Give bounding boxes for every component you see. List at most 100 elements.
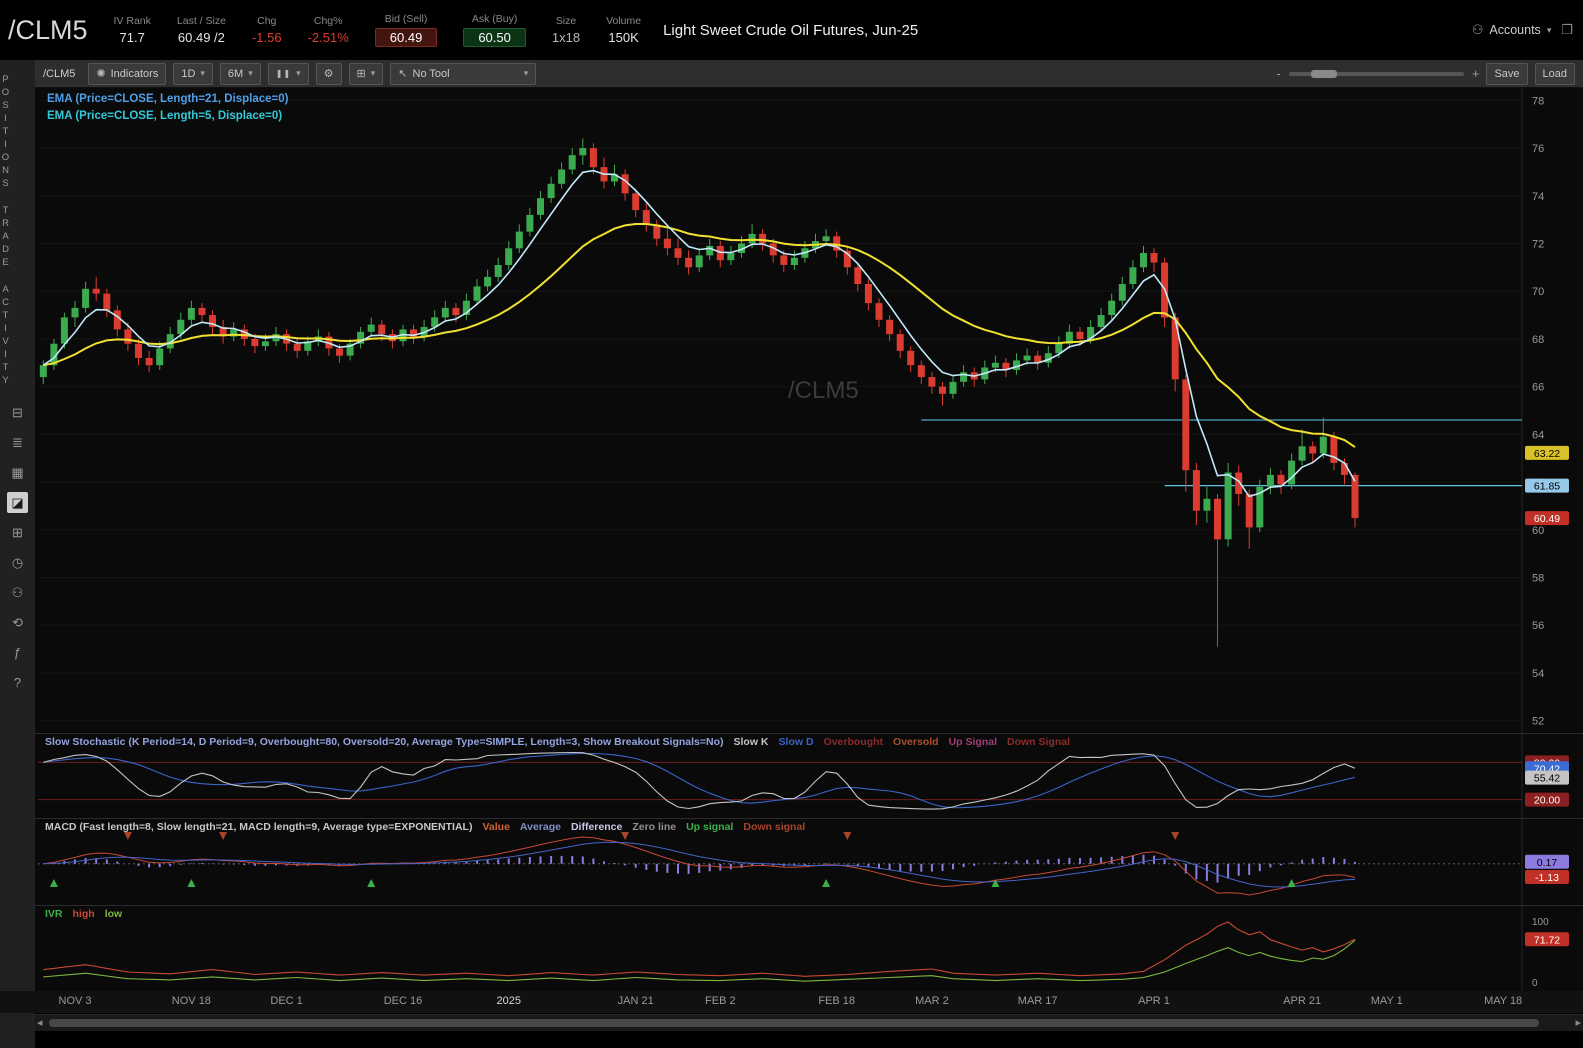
drawing-tool-dropdown[interactable]: ↖ No Tool ▾ <box>390 62 537 85</box>
time-axis[interactable]: NOV 3 NOV 18 DEC 1 DEC 16 2025 JAN 21 FEB 2 FEB… <box>0 991 1583 1013</box>
legend-up-signal: Up signal <box>686 821 734 833</box>
field-value: 60.49 /2 <box>177 30 225 45</box>
ivr-pane[interactable]: 100 0 71.72 IVR high low <box>35 905 1583 991</box>
edge-panel-icon[interactable]: ❒ <box>1561 22 1573 37</box>
field-value: 150K <box>608 30 639 45</box>
legend-average: Average <box>519 821 561 833</box>
monitor-icon[interactable]: ⊟ <box>12 404 23 420</box>
time-label-nov-18: NOV 18 <box>171 995 211 1007</box>
sidebar-tab-trade[interactable]: TRADE <box>0 205 11 270</box>
time-label-feb-2: FEB 2 <box>705 995 736 1007</box>
instrument-title: Light Sweet Crude Oil Futures, Jun-25 <box>663 21 919 39</box>
svg-text:71.72: 71.72 <box>1534 934 1560 946</box>
svg-text:55.42: 55.42 <box>1534 773 1560 785</box>
timeframe-value: 1D <box>181 67 196 80</box>
svg-text:76: 76 <box>1532 143 1544 155</box>
legend-difference: Difference <box>570 821 623 833</box>
stoch-study-label[interactable]: Slow Stochastic (K Period=14, D Period=9… <box>45 736 724 748</box>
chart-settings-button[interactable]: ⚙ <box>315 62 342 85</box>
zoom-out-button[interactable]: - <box>1276 66 1281 81</box>
svg-text:60.49: 60.49 <box>1534 513 1560 525</box>
macd-pane[interactable]: 0.17 -1.13 MACD (Fast length=8, Slow leng… <box>35 818 1583 905</box>
user-icon: ⚇ <box>1471 22 1484 37</box>
svg-text:0.17: 0.17 <box>1537 857 1558 869</box>
load-label: Load <box>1542 67 1567 80</box>
svg-text:61.85: 61.85 <box>1534 481 1560 493</box>
calendar-icon[interactable]: ▦ <box>11 464 24 480</box>
main-chart-svg: 7876747270686664626058565452/CLM563.2261… <box>35 88 1583 733</box>
header-bar: /CLM5 IV Rank 71.7 Last / Size 60.49 /2 Chg -… <box>0 0 1583 60</box>
sidebar-tab-activity[interactable]: ACTIVITY <box>0 284 11 388</box>
chart-layout-dropdown[interactable]: ⊞ ▾ <box>348 62 384 85</box>
header-field-iv-rank: IV Rank 71.7 <box>114 15 151 45</box>
indicators-button[interactable]: ✺ Indicators <box>88 62 167 85</box>
history-icon[interactable]: ⟲ <box>12 614 23 630</box>
zoom-slider[interactable] <box>1288 69 1464 78</box>
legend-slow-d: Slow D <box>778 736 814 748</box>
stoch-label-row: Slow Stochastic (K Period=14, D Period=9… <box>45 736 1080 748</box>
field-value: 60.49 <box>374 28 438 47</box>
legend-value: Value <box>482 821 510 833</box>
chevron-down-icon: ▾ <box>1546 24 1552 35</box>
time-label-may-18: MAY 18 <box>1484 995 1523 1007</box>
time-label-dec-16: DEC 16 <box>383 995 423 1007</box>
scroll-left-icon[interactable]: ◂ <box>37 1017 43 1029</box>
watchlist-icon[interactable]: ≣ <box>12 434 23 450</box>
field-label: Chg <box>257 15 277 27</box>
header-field-chg-: Chg% -2.51% <box>308 15 349 45</box>
stoch-legend: Slow K Slow D Overbought Oversold Up Signal D… <box>734 736 1080 748</box>
legend-up-signal: Up Signal <box>948 736 997 748</box>
chevron-down-icon: ▾ <box>248 68 253 78</box>
svg-text:0: 0 <box>1532 978 1538 989</box>
gear-icon: ⚙ <box>323 68 334 80</box>
field-value: 71.7 <box>119 30 145 45</box>
header-field-chg: Chg -1.56 <box>252 15 282 45</box>
legend-low: low <box>104 908 123 920</box>
field-label: Ask (Buy) <box>471 13 518 25</box>
time-label-nov-3: NOV 3 <box>58 995 92 1007</box>
accounts-menu[interactable]: ⚇ Accounts ▾ <box>1472 22 1552 38</box>
header-fields: IV Rank 71.7 Last / Size 60.49 /2 Chg -1.56 Ch… <box>114 13 641 47</box>
range-dropdown[interactable]: 6M ▾ <box>219 62 261 85</box>
scroll-right-icon[interactable]: ▸ <box>1575 1017 1581 1029</box>
chart-icon[interactable]: ◪ <box>7 492 28 513</box>
field-value: -2.51% <box>307 30 349 45</box>
svg-text:72: 72 <box>1532 239 1544 251</box>
header-symbol: /CLM5 <box>8 14 88 45</box>
sidebar-icons: ⊟ ≣ ▦ ◪ ⊞ ◷ ⚇ ⟲ ƒ? <box>0 402 35 693</box>
save-label: Save <box>1494 67 1520 80</box>
time-label-apr-1: APR 1 <box>1138 995 1170 1007</box>
chart-type-dropdown[interactable]: ❚❚ ▾ <box>267 62 309 85</box>
legend-down-signal: Down Signal <box>1007 736 1070 748</box>
svg-text:68: 68 <box>1532 334 1544 346</box>
load-button[interactable]: Load <box>1534 62 1575 85</box>
timeframe-dropdown[interactable]: 1D ▾ <box>173 62 213 85</box>
save-button[interactable]: Save <box>1486 62 1528 85</box>
field-label: Bid (Sell) <box>384 13 428 25</box>
scrollbar-thumb[interactable] <box>49 1019 1539 1027</box>
ema-label-0[interactable]: EMA (Price=CLOSE, Length=21, Displace=0) <box>47 93 289 105</box>
macd-study-label[interactable]: MACD (Fast length=8, Slow length=21, MAC… <box>45 821 473 833</box>
toolbar-symbol-label: /CLM5 <box>43 67 76 80</box>
zoom-slider-thumb[interactable] <box>1310 69 1337 78</box>
time-label-may-1: MAY 1 <box>1370 995 1403 1007</box>
grid-icon[interactable]: ⊞ <box>12 524 23 540</box>
fx-icon[interactable]: ƒ <box>13 645 22 660</box>
svg-text:54: 54 <box>1532 668 1544 680</box>
clock-icon[interactable]: ◷ <box>11 554 24 570</box>
chart-scrollbar[interactable]: ◂ ▸ <box>35 1014 1583 1031</box>
help-icon[interactable]: ? <box>13 675 22 690</box>
ema-label-1[interactable]: EMA (Price=CLOSE, Length=5, Displace=0) <box>47 110 283 122</box>
ivr-study-label[interactable]: IVR <box>45 908 63 920</box>
svg-text:60: 60 <box>1532 525 1544 537</box>
sidebar-tab-positions[interactable]: POSITIONS <box>0 74 11 191</box>
header-field-bid-sell-: Bid (Sell) 60.49 <box>374 13 438 47</box>
field-value: -1.56 <box>251 30 282 45</box>
chevron-down-icon: ▾ <box>296 68 301 78</box>
macd-svg: 0.17 -1.13 <box>35 818 1583 905</box>
zoom-in-button[interactable]: + <box>1471 66 1480 81</box>
main-chart-pane[interactable]: 7876747270686664626058565452/CLM563.2261… <box>35 88 1583 733</box>
svg-text:-1.13: -1.13 <box>1535 872 1559 884</box>
people-icon[interactable]: ⚇ <box>11 584 24 600</box>
